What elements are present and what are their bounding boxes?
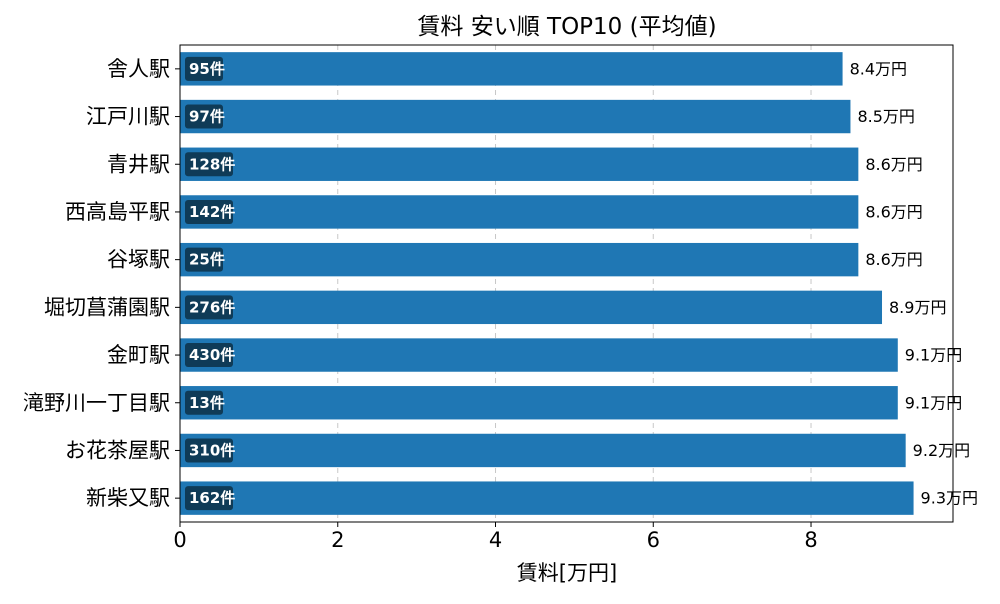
count-badge bbox=[185, 438, 233, 463]
count-badge bbox=[185, 56, 223, 81]
count-label: 162件 bbox=[189, 489, 235, 507]
value-label: 8.9万円 bbox=[889, 298, 946, 317]
bar bbox=[180, 290, 883, 325]
count-badge bbox=[185, 104, 223, 129]
value-label: 8.5万円 bbox=[857, 107, 914, 126]
value-label: 8.4万円 bbox=[850, 59, 907, 78]
count-badge bbox=[185, 152, 233, 177]
bar bbox=[180, 338, 898, 372]
count-badge bbox=[185, 390, 223, 415]
x-tick-label: 0 bbox=[173, 528, 186, 552]
count-label: 128件 bbox=[189, 155, 235, 173]
chart-title: 賃料 安い順 TOP10 (平均値) bbox=[417, 14, 716, 40]
y-tick-label: 青井駅 bbox=[107, 152, 170, 176]
x-tick-label: 8 bbox=[804, 528, 817, 552]
count-badge bbox=[185, 343, 233, 368]
count-label: 310件 bbox=[189, 441, 235, 459]
bar bbox=[180, 481, 914, 515]
count-label: 25件 bbox=[189, 251, 225, 269]
value-label: 9.1万円 bbox=[905, 393, 962, 412]
count-label: 276件 bbox=[189, 298, 235, 316]
y-tick-label: 滝野川一丁目駅 bbox=[23, 391, 170, 415]
count-label: 142件 bbox=[189, 203, 235, 221]
count-badge bbox=[185, 295, 233, 320]
y-tick-label: 新柴又駅 bbox=[86, 486, 170, 510]
y-tick-label: 谷塚駅 bbox=[107, 248, 170, 272]
x-tick-label: 4 bbox=[489, 528, 502, 552]
value-label: 9.1万円 bbox=[905, 346, 962, 365]
x-axis-label: 賃料[万円] bbox=[517, 561, 617, 585]
y-tick-label: 堀切菖蒲園駅 bbox=[44, 295, 170, 319]
count-label: 97件 bbox=[189, 108, 225, 126]
count-label: 430件 bbox=[189, 346, 235, 364]
value-label: 8.6万円 bbox=[865, 202, 922, 221]
axis-layer: 舎人駅江戸川駅青井駅西高島平駅谷塚駅堀切菖蒲園駅金町駅滝野川一丁目駅お花茶屋駅新… bbox=[23, 44, 954, 552]
count-badge bbox=[185, 247, 223, 272]
value-label: 9.3万円 bbox=[921, 489, 978, 508]
y-tick-label: 江戸川駅 bbox=[86, 105, 170, 129]
y-tick-label: 舎人駅 bbox=[107, 57, 170, 81]
bar-layer: 95件 8.4万円 97件 8.5万円 128件 8.6万円 142件 8.6万円 25件 8.6… bbox=[180, 52, 978, 515]
x-tick-label: 2 bbox=[331, 528, 344, 552]
count-label: 13件 bbox=[189, 394, 225, 412]
plot-frame bbox=[179, 44, 954, 523]
y-tick-label: お花茶屋駅 bbox=[65, 438, 170, 462]
bar bbox=[180, 147, 859, 181]
value-label: 8.6万円 bbox=[865, 155, 922, 174]
bar bbox=[180, 386, 898, 420]
count-label: 95件 bbox=[189, 60, 225, 78]
count-badge bbox=[185, 486, 233, 511]
bar bbox=[180, 52, 843, 86]
value-label: 8.6万円 bbox=[865, 250, 922, 269]
bar bbox=[180, 99, 851, 134]
bar bbox=[180, 433, 906, 468]
bar bbox=[180, 242, 859, 277]
x-tick-label: 6 bbox=[647, 528, 660, 552]
count-badge bbox=[185, 199, 233, 224]
bar bbox=[180, 195, 859, 229]
value-label: 9.2万円 bbox=[913, 441, 970, 460]
y-tick-label: 西高島平駅 bbox=[65, 200, 170, 224]
y-tick-label: 金町駅 bbox=[107, 343, 170, 367]
